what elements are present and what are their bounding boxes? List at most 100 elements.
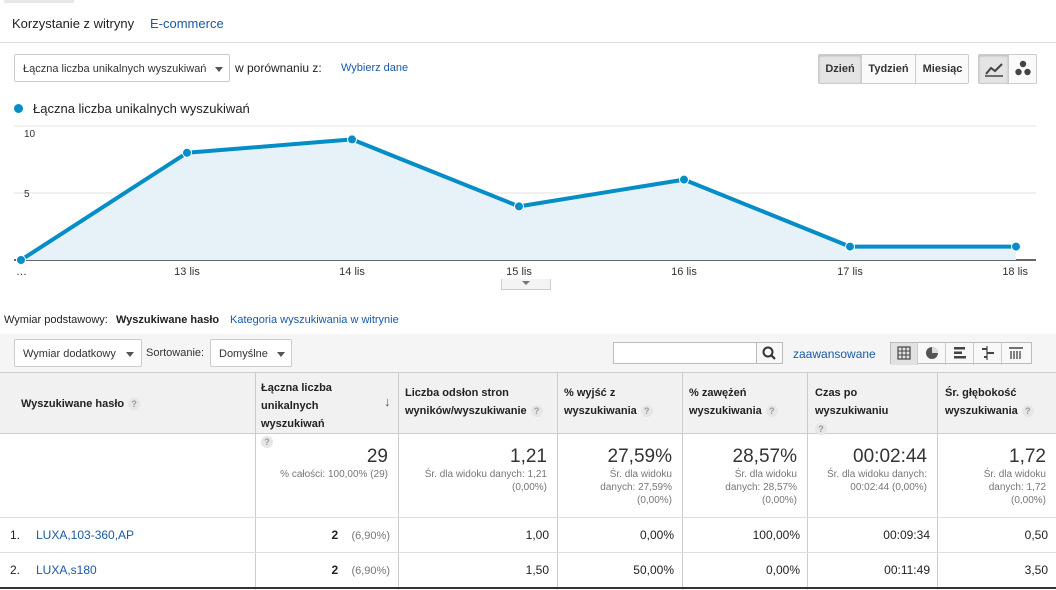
period-month-button[interactable]: Miesiąc <box>922 63 963 75</box>
help-icon[interactable]: ? <box>261 436 273 449</box>
column-divider <box>807 372 808 590</box>
unique-searches-cell: 2 (6,90%) <box>270 563 390 577</box>
period-day-button[interactable]: Dzień <box>819 55 862 83</box>
total-exits: 27,59% Śr. dla widoku danych: 27,59% (0,… <box>584 446 672 507</box>
chart-collapse-handle[interactable] <box>501 279 551 290</box>
total-value: 1,21 <box>510 446 547 467</box>
column-header-label: % wyjść z wyszukiwania <box>564 387 637 417</box>
sort-label: Sortowanie: <box>146 347 205 359</box>
help-icon[interactable]: ? <box>815 423 827 436</box>
x-tick-label: 16 lis <box>671 266 697 278</box>
column-header-label: Czas po wyszukiwaniu <box>815 387 889 417</box>
time-after-search-cell: 00:11:49 <box>884 563 930 577</box>
help-icon[interactable]: ? <box>640 405 653 418</box>
advanced-filter-link[interactable]: zaawansowane <box>793 347 876 361</box>
metric-select-label: Łączna liczba unikalnych wyszukiwań <box>23 63 207 75</box>
unique-searches-value: 2 <box>331 563 339 577</box>
pie-chart-icon[interactable] <box>919 343 946 365</box>
x-tick-label: 15 lis <box>506 266 532 278</box>
motion-chart-icon[interactable] <box>1009 55 1037 83</box>
search-term-link[interactable]: LUXA,103-360,AP <box>36 528 135 542</box>
total-sub: Śr. dla widoku danych: 27,59% (0,00%) <box>600 469 672 506</box>
primary-dimension-category-link[interactable]: Kategoria wyszukiwania w witrynie <box>230 314 399 326</box>
column-header-label: Śr. głębokość wyszukiwania <box>945 387 1018 417</box>
total-refinements: 28,57% Śr. dla widoku danych: 28,57% (0,… <box>709 446 797 507</box>
data-point <box>1011 241 1021 252</box>
table-row <box>0 518 1056 553</box>
help-icon[interactable]: ? <box>765 405 778 418</box>
column-header-label: Łączna liczba unikalnych wyszukiwań <box>261 382 332 430</box>
column-header-label: Liczba odsłon stron wyników/wyszukiwanie <box>405 387 527 417</box>
x-tick-label: 17 lis <box>837 266 863 278</box>
help-icon[interactable]: ? <box>530 405 543 418</box>
search-term-link[interactable]: LUXA,s180 <box>36 563 97 577</box>
comparison-icon[interactable] <box>975 343 1002 365</box>
data-point <box>514 201 524 212</box>
column-header-refinements[interactable]: % zawężeń wyszukiwania? <box>689 384 794 420</box>
table-toolbar <box>0 334 1056 372</box>
row-index: 1. <box>10 528 21 542</box>
x-tick-label: … <box>16 266 27 278</box>
refinements-cell: 0,00% <box>765 563 800 577</box>
period-week-button[interactable]: Tydzień <box>862 55 916 83</box>
chevron-down-icon <box>215 67 223 72</box>
chevron-down-icon <box>277 352 285 357</box>
bar-chart-icon[interactable] <box>947 343 974 365</box>
primary-dimension-active[interactable]: Wyszukiwane hasło <box>116 314 220 326</box>
column-header-exits[interactable]: % wyjść z wyszukiwania? <box>564 384 669 420</box>
pages-per-search-cell: 1,00 <box>525 528 549 542</box>
column-header-search-term[interactable]: Wyszukiwane hasło? <box>21 395 241 413</box>
total-sub: Śr. dla widoku danych: 28,57% (0,00%) <box>725 469 797 506</box>
choose-metric-link[interactable]: Wybierz dane <box>341 62 409 74</box>
help-icon[interactable]: ? <box>1021 405 1034 418</box>
secondary-dimension-label: Wymiar dodatkowy <box>23 348 116 360</box>
search-icon <box>762 346 776 360</box>
column-divider <box>682 372 683 590</box>
primary-dimension-label: Wymiar podstawowy: <box>4 314 108 326</box>
refinements-cell: 100,00% <box>752 528 800 542</box>
totals-row <box>0 433 1056 518</box>
tab-site-usage[interactable]: Korzystanie z witryny <box>12 16 135 31</box>
search-depth-cell: 0,50 <box>1024 528 1048 542</box>
period-button-group: Dzień Tydzień Miesiąc <box>818 54 969 84</box>
help-icon[interactable]: ? <box>128 398 141 411</box>
secondary-dimension-select[interactable]: Wymiar dodatkowy <box>14 339 142 367</box>
data-table-icon[interactable] <box>891 343 918 365</box>
line-chart-icon[interactable] <box>979 55 1009 83</box>
column-header-unique-searches[interactable]: Łączna liczba unikalnych wyszukiwań? <box>261 379 385 451</box>
unique-searches-pct: (6,90%) <box>351 530 390 542</box>
column-divider <box>937 372 938 590</box>
table-search-input[interactable] <box>613 342 757 364</box>
y-tick-label: 5 <box>24 189 30 200</box>
chevron-down-icon <box>126 352 134 357</box>
search-button[interactable] <box>756 342 783 364</box>
x-tick-label: 14 lis <box>339 266 365 278</box>
total-value: 27,59% <box>607 446 672 467</box>
exits-cell: 0,00% <box>639 528 674 542</box>
total-value: 28,57% <box>732 446 797 467</box>
chart-type-group <box>978 54 1037 84</box>
table-header <box>0 372 1056 434</box>
total-search-depth: 1,72 Śr. dla widoku danych: 1,72 (0,00%) <box>960 446 1046 507</box>
unique-searches-cell: 2 (6,90%) <box>270 528 390 542</box>
sort-descending-icon: ↓ <box>384 394 391 409</box>
data-point <box>347 134 357 145</box>
metric-select[interactable]: Łączna liczba unikalnych wyszukiwań <box>14 54 230 82</box>
column-header-pages-per-search[interactable]: Liczba odsłon stron wyników/wyszukiwanie… <box>405 384 555 420</box>
column-header-time-after-search[interactable]: Czas po wyszukiwaniu? <box>815 384 933 438</box>
y-tick-label: 10 <box>24 129 36 140</box>
total-value: 29 <box>366 446 388 467</box>
column-header-search-depth[interactable]: Śr. głębokość wyszukiwania? <box>945 384 1050 420</box>
search-depth-cell: 3,50 <box>1024 563 1048 577</box>
x-tick-label: 18 lis <box>1002 266 1028 278</box>
tab-ecommerce[interactable]: E-commerce <box>150 16 224 31</box>
column-divider <box>557 372 558 590</box>
sort-value: Domyślne <box>219 348 268 360</box>
column-divider <box>398 372 399 590</box>
sort-select[interactable]: Domyślne <box>210 339 292 367</box>
line-chart: … 13 lis 14 lis 15 lis 16 lis 17 lis 18 lis 10… <box>14 125 1036 278</box>
pivot-icon[interactable] <box>1003 343 1031 365</box>
table-row <box>0 553 1056 589</box>
compare-label: w porównaniu z: <box>235 61 322 75</box>
data-point <box>16 255 26 265</box>
